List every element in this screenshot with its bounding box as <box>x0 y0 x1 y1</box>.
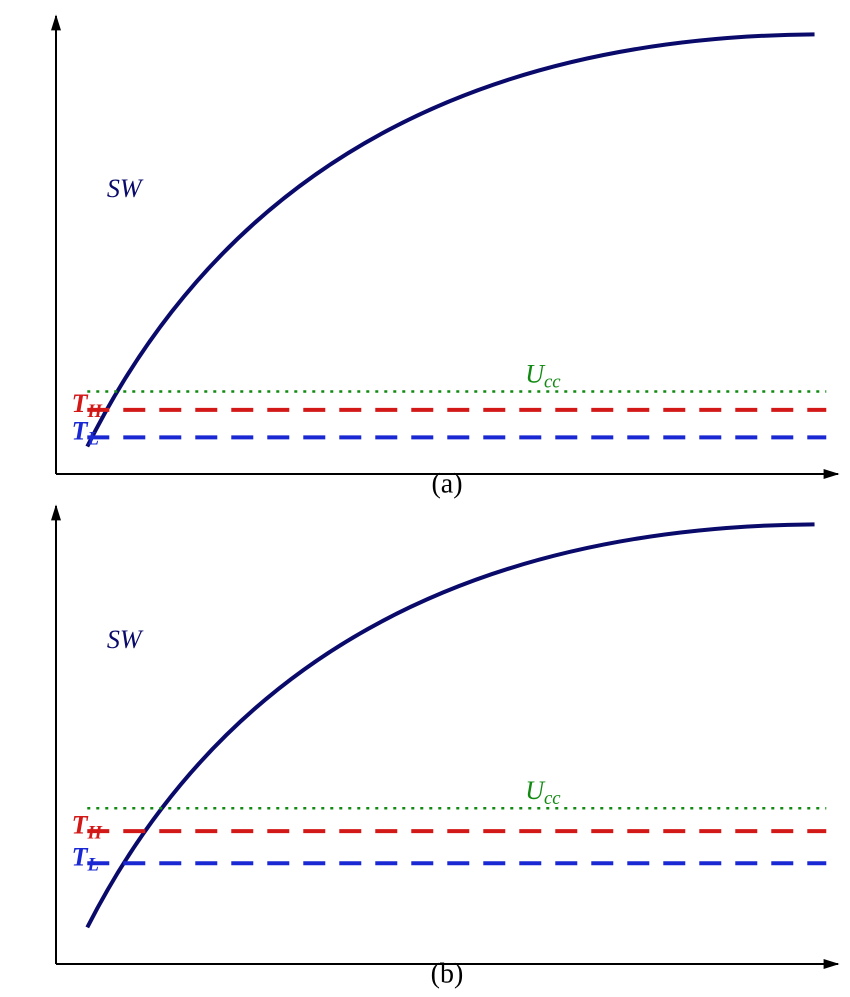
background <box>0 0 850 992</box>
figure-container: SWUccTHTL(a)SWUccTHTL(b) <box>0 0 850 992</box>
sw-label: SW <box>107 625 144 654</box>
panel-tag: (a) <box>431 468 462 499</box>
sw-label: SW <box>107 174 144 203</box>
panel-tag: (b) <box>431 958 464 989</box>
